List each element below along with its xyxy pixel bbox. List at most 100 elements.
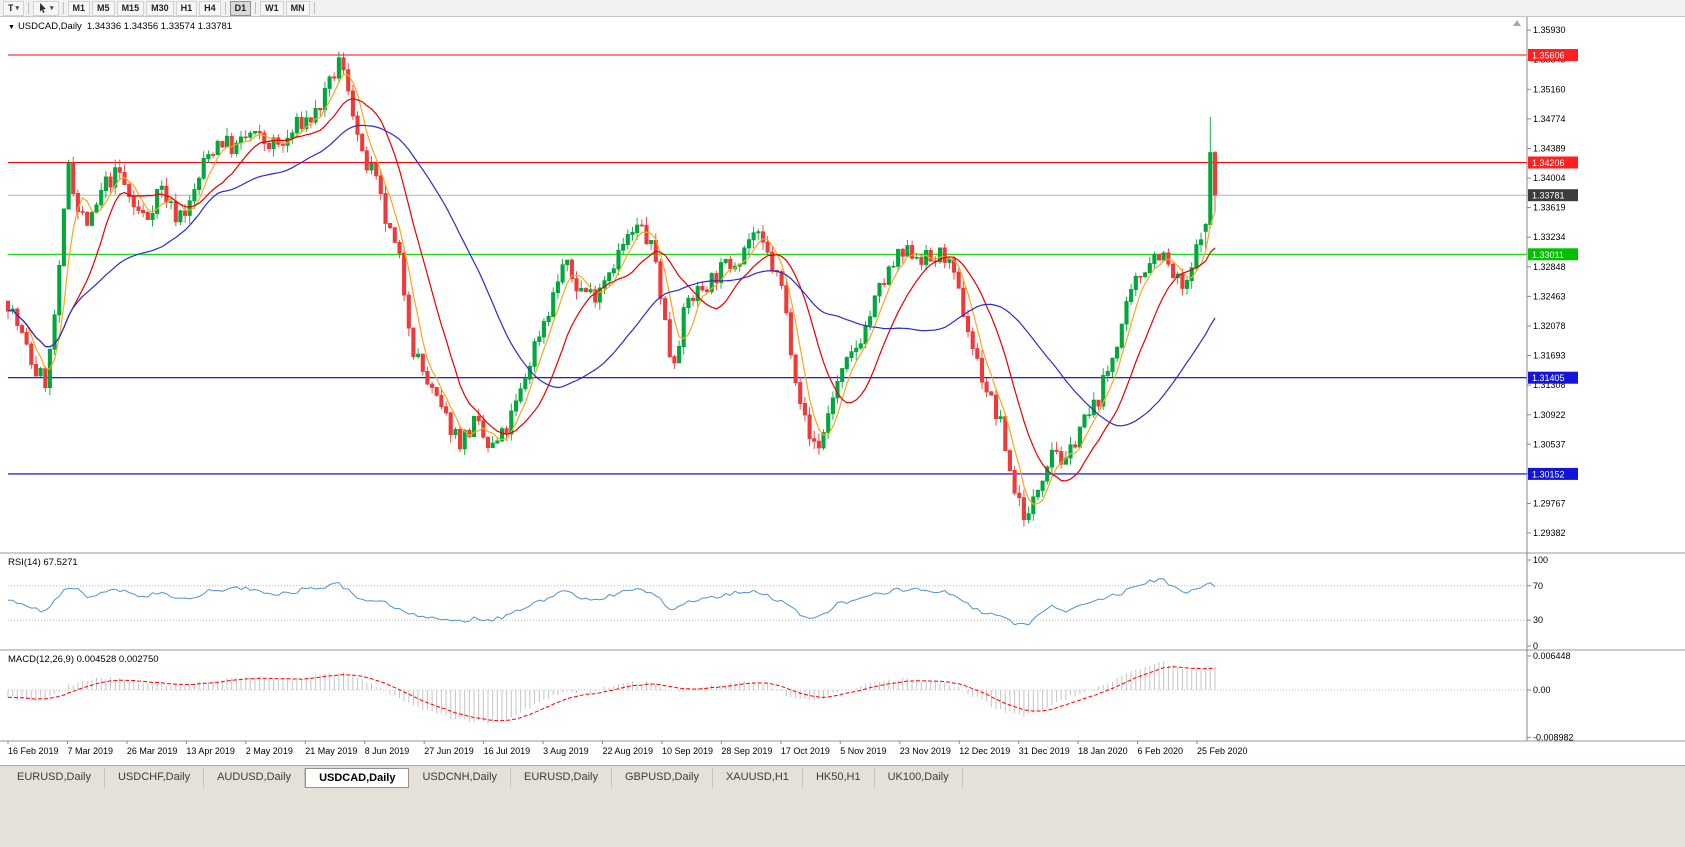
- cursor-tool-button[interactable]: ▾: [33, 0, 59, 16]
- toolbar-separator: [313, 2, 315, 14]
- macd-values: 0.004528 0.002750: [76, 654, 159, 665]
- chart-tab-0-eurusd-daily[interactable]: EURUSD,Daily: [4, 768, 105, 788]
- price-level-box-1.35606: [1528, 49, 1578, 61]
- toolbar-separator: [28, 2, 30, 14]
- price-level-text: 1.34206: [1532, 158, 1565, 168]
- price-tick-label: 1.34389: [1533, 144, 1566, 154]
- date-label: 28 Sep 2019: [721, 746, 772, 756]
- rsi-name: RSI(14): [8, 557, 41, 568]
- chart-tab-1-usdchf-daily[interactable]: USDCHF,Daily: [105, 768, 205, 788]
- toolbar-separator: [62, 2, 64, 14]
- price-level-text: 1.33011: [1532, 250, 1564, 260]
- macd-tick-label: 0.006448: [1533, 651, 1571, 661]
- chart-tab-7-xauusd-h1[interactable]: XAUUSD,H1: [713, 768, 803, 788]
- chart-area: 1.359301.355451.351601.347741.343891.340…: [0, 17, 1685, 765]
- chart-symbol-label: USDCAD,Daily: [17, 21, 82, 32]
- date-label: 21 May 2019: [305, 746, 357, 756]
- price-level-box-1.34206: [1528, 156, 1578, 169]
- chart-title: ▼ USDCAD,Daily 1.34336 1.34356 1.33574 1.3…: [8, 21, 232, 32]
- date-label: 18 Jan 2020: [1078, 746, 1128, 756]
- date-label: 26 Mar 2019: [127, 746, 178, 756]
- chart-tab-2-audusd-daily[interactable]: AUDUSD,Daily: [204, 768, 306, 788]
- price-tick-label: 1.32463: [1533, 291, 1566, 301]
- rsi-line: [8, 578, 1216, 626]
- timeframe-button-h1[interactable]: H1: [175, 0, 198, 16]
- scroll-marker-icon[interactable]: [1513, 20, 1521, 26]
- price-axis: 1.359301.355451.351601.347741.343891.340…: [1527, 25, 1566, 538]
- chart-tab-8-hk50-h1[interactable]: HK50,H1: [803, 768, 875, 788]
- rsi-tick-label: 100: [1533, 555, 1548, 565]
- rsi-axis: 100 70 30 0: [1527, 555, 1548, 651]
- templates-button[interactable]: T ▾: [3, 0, 25, 16]
- date-label: 16 Feb 2019: [8, 746, 59, 756]
- rsi-tick-label: 70: [1533, 581, 1543, 591]
- bear-candles: [5, 52, 1218, 527]
- price-level-box-1.33011: [1528, 248, 1578, 261]
- date-label: 3 Aug 2019: [543, 746, 589, 756]
- price-level-box-1.30152: [1528, 467, 1578, 480]
- chart-tab-4-usdcnh-daily[interactable]: USDCNH,Daily: [409, 768, 512, 788]
- date-label: 10 Sep 2019: [662, 746, 713, 756]
- toolbar-separator: [255, 2, 257, 14]
- chart-tab-9-uk100-daily[interactable]: UK100,Daily: [875, 768, 963, 788]
- rsi-tick-label: 30: [1533, 615, 1543, 625]
- chart-tab-6-gbpusd-daily[interactable]: GBPUSD,Daily: [612, 768, 713, 788]
- date-label: 27 Jun 2019: [424, 746, 474, 756]
- timeframe-button-m15[interactable]: M15: [116, 0, 145, 16]
- price-tick-label: 1.32848: [1533, 262, 1566, 272]
- price-tick-label: 1.33619: [1533, 203, 1566, 213]
- dropdown-caret-icon: ▾: [15, 5, 20, 12]
- toolbar-separator: [224, 2, 226, 14]
- price-tick-label: 1.35160: [1533, 84, 1566, 94]
- timeframe-button-m30[interactable]: M30: [146, 0, 174, 16]
- horizontal-level-lines: [8, 54, 1527, 475]
- timeframe-button-w1[interactable]: W1: [260, 0, 284, 16]
- price-tick-label: 1.29382: [1533, 528, 1566, 538]
- timeframe-button-d1[interactable]: D1: [229, 0, 252, 16]
- chart-tab-3-usdcad-daily[interactable]: USDCAD,Daily: [305, 768, 410, 788]
- ma-mid-line: [7, 97, 1216, 482]
- macd-tick-label: -0.008982: [1533, 732, 1574, 742]
- price-tick-label: 1.33234: [1533, 232, 1566, 242]
- cursor-icon: [40, 3, 47, 13]
- price-tick-label: 1.31693: [1533, 351, 1566, 361]
- chart-tabs: EURUSD,Daily USDCHF,Daily AUDUSD,Daily USDC…: [4, 768, 1685, 788]
- top-toolbar: T ▾ ▾ M1 M5 M15 M30 H1 H4 D1 W1 MN: [0, 0, 1685, 17]
- price-tick-label: 1.34004: [1533, 173, 1566, 183]
- price-tick-label: 1.30537: [1533, 439, 1566, 449]
- chart-ohlc-values: 1.34336 1.34356 1.33574 1.33781: [86, 21, 233, 32]
- timeframe-button-mn[interactable]: MN: [285, 0, 310, 16]
- timeframe-button-m1[interactable]: M1: [67, 0, 91, 16]
- date-label: 8 Jun 2019: [365, 746, 410, 756]
- symbol-dropdown-icon[interactable]: ▼: [8, 24, 15, 31]
- date-label: 31 Dec 2019: [1019, 746, 1070, 756]
- time-axis: 16 Feb 2019 7 Mar 2019 26 Mar 2019 13 Apr 2…: [7, 741, 1248, 756]
- date-label: 7 Mar 2019: [68, 746, 114, 756]
- price-level-text: 1.35606: [1532, 51, 1565, 61]
- price-level-box-1.33781: [1528, 189, 1578, 202]
- timeframe-button-m5[interactable]: M5: [92, 0, 115, 16]
- macd-name: MACD(12,26,9): [8, 654, 74, 665]
- price-tick-label: 1.31308: [1533, 380, 1566, 390]
- macd-signal-line: [7, 666, 1216, 722]
- macd-tick-label: 0.00: [1533, 685, 1551, 695]
- price-level-text: 1.33781: [1532, 191, 1565, 201]
- chart-tab-5-eurusd-daily[interactable]: EURUSD,Daily: [511, 768, 612, 788]
- templates-button-label: T: [8, 3, 14, 13]
- date-label: 2 May 2019: [246, 746, 293, 756]
- timeframe-button-h4[interactable]: H4: [199, 0, 221, 16]
- rsi-panel: [8, 578, 1527, 626]
- date-label: 12 Dec 2019: [959, 746, 1010, 756]
- rsi-tick-label: 0: [1533, 641, 1538, 651]
- date-label: 6 Feb 2020: [1138, 746, 1184, 756]
- price-tick-label: 1.30922: [1533, 410, 1566, 420]
- price-level-text: 1.30152: [1532, 469, 1565, 479]
- timeframe-toolbar: M1 M5 M15 M30 H1 H4 D1 W1 MN: [67, 0, 318, 16]
- price-chart-canvas[interactable]: 1.359301.355451.351601.347741.343891.340…: [0, 17, 1685, 765]
- price-tick-label: 1.35930: [1533, 25, 1566, 35]
- dropdown-caret-icon: ▾: [50, 5, 54, 12]
- price-level-box-1.31405: [1528, 371, 1578, 384]
- price-level-text: 1.31405: [1532, 373, 1565, 383]
- date-label: 13 Apr 2019: [186, 746, 235, 756]
- chart-tabs-bar: EURUSD,Daily USDCHF,Daily AUDUSD,Daily USDC…: [0, 765, 1685, 847]
